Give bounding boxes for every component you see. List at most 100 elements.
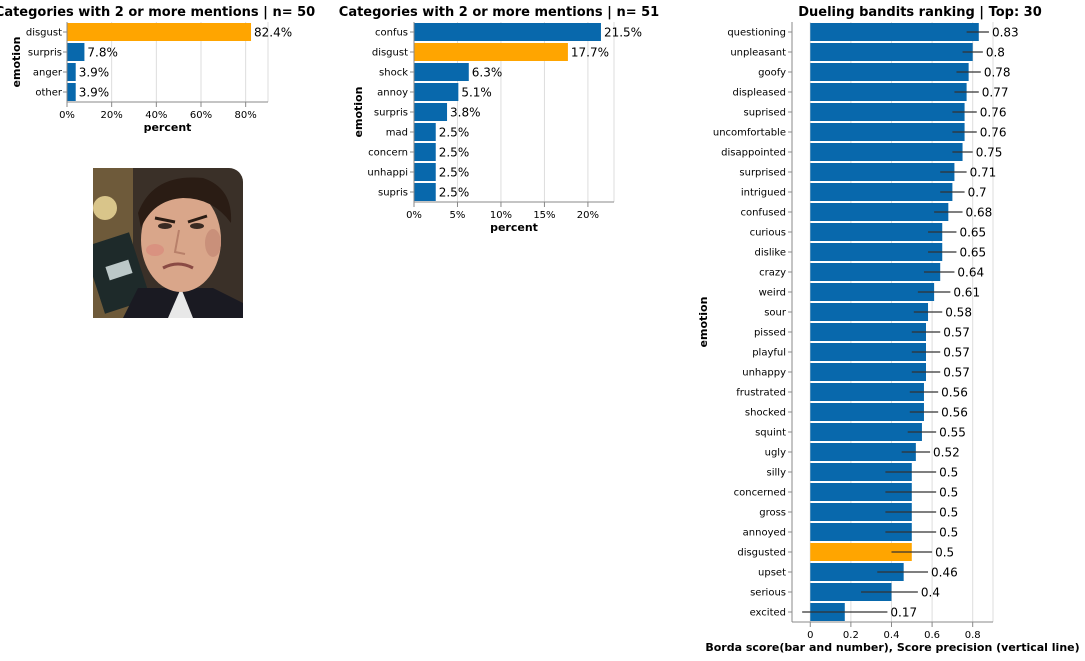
y-tick-label: squint [755, 428, 786, 439]
x-tick-label: 0% [406, 210, 422, 221]
y-tick-label: dislike [755, 248, 786, 259]
x-tick-label: 80% [235, 110, 257, 121]
bar-mad [414, 123, 436, 141]
bar-shock [414, 63, 469, 81]
y-tick-label: concern [368, 148, 408, 159]
x-tick-label: 0.8 [965, 630, 981, 641]
x-axis-title: percent [490, 221, 538, 234]
y-tick-label: unhappi [367, 168, 408, 179]
value-label: 0.56 [941, 386, 968, 400]
value-label: 0.8 [986, 46, 1005, 60]
value-label: 0.68 [966, 206, 993, 220]
y-tick-label: ugly [765, 448, 786, 459]
value-label: 0.5 [939, 506, 958, 520]
value-label: 0.57 [943, 366, 970, 380]
value-label: 0.55 [939, 426, 966, 440]
bar-shocked [810, 403, 924, 421]
bar-serious [810, 583, 892, 601]
x-tick-label: 0% [59, 110, 75, 121]
bar-surprised [810, 163, 955, 181]
x-axis-title: Borda score(bar and number), Score preci… [705, 641, 1079, 654]
y-tick-label: unpleasant [730, 48, 786, 59]
bar-pissed [810, 323, 926, 341]
y-tick-label: surprised [739, 168, 786, 179]
value-label: 0.76 [980, 126, 1007, 140]
bar-sour [810, 303, 929, 321]
chart-3: Dueling bandits ranking | Top: 30 0.83 0.8… [697, 5, 1080, 654]
bar-weird [810, 283, 935, 301]
x-axis-title: percent [144, 121, 192, 134]
y-tick-label: other [35, 88, 63, 99]
value-label: 0.76 [980, 106, 1007, 120]
value-label: 2.5% [439, 126, 470, 140]
value-label: 0.5 [935, 546, 954, 560]
value-label: 0.56 [941, 406, 968, 420]
value-label: 0.65 [959, 226, 986, 240]
value-label: 0.77 [982, 86, 1009, 100]
x-tick-label: 20% [101, 110, 123, 121]
y-tick-label: concerned [734, 488, 786, 499]
value-label: 5.1% [461, 86, 492, 100]
bar-playful [810, 343, 926, 361]
bar-intrigued [810, 183, 953, 201]
bar-frustrated [810, 383, 924, 401]
y-tick-label: playful [752, 348, 786, 359]
x-tick-label: 0.2 [843, 630, 859, 641]
y-tick-label: intrigued [741, 188, 786, 199]
y-tick-label: frustrated [736, 388, 786, 399]
x-tick-label: 5% [450, 210, 466, 221]
value-label: 0.75 [976, 146, 1003, 160]
y-tick-label: disgust [26, 28, 62, 39]
bar-unhappi [414, 163, 436, 181]
x-tick-label: 20% [577, 210, 599, 221]
value-label: 0.5 [939, 466, 958, 480]
value-label: 3.9% [79, 86, 110, 100]
chart-2: Categories with 2 or more mentions | n= … [339, 5, 659, 234]
bar-confused [810, 203, 949, 221]
value-label: 0.71 [970, 166, 997, 180]
y-tick-label: unhappy [742, 368, 786, 379]
value-label: 0.78 [984, 66, 1011, 80]
value-label: 17.7% [571, 46, 609, 60]
value-label: 0.5 [939, 486, 958, 500]
y-tick-label: annoy [377, 88, 408, 99]
y-tick-label: confused [740, 208, 786, 219]
bar-confus [414, 23, 601, 41]
bar-disgust [67, 23, 252, 41]
y-tick-label: excited [750, 608, 786, 619]
y-tick-label: gross [759, 508, 786, 519]
y-tick-label: disgust [372, 48, 408, 59]
bar-disappointed [810, 143, 963, 161]
value-label: 3.8% [450, 106, 481, 120]
y-tick-label: suprised [744, 108, 787, 119]
bar-disgust [414, 43, 568, 61]
y-tick-label: shocked [745, 408, 786, 419]
bar-squint [810, 423, 922, 441]
bar-questioning [810, 23, 979, 41]
value-label: 0.5 [939, 526, 958, 540]
y-tick-label: crazy [759, 268, 786, 279]
bar-other [67, 83, 76, 101]
x-tick-label: 0.4 [884, 630, 900, 641]
y-tick-label: sour [764, 308, 787, 319]
y-tick-label: questioning [727, 28, 786, 39]
value-label: 3.9% [79, 66, 110, 80]
y-tick-label: weird [759, 288, 786, 299]
bar-displeased [810, 83, 967, 101]
value-label: 0.58 [945, 306, 972, 320]
y-tick-label: surpris [374, 108, 408, 119]
value-label: 82.4% [254, 26, 292, 40]
x-tick-label: 0.6 [924, 630, 940, 641]
value-label: 0.83 [992, 26, 1019, 40]
value-label: 21.5% [604, 26, 642, 40]
bar-gross [810, 503, 912, 521]
bar-annoyed [810, 523, 912, 541]
bar-annoy [414, 83, 459, 101]
value-label: 0.65 [959, 246, 986, 260]
bar-upset [810, 563, 904, 581]
y-tick-label: supris [378, 188, 408, 199]
y-tick-label: pissed [754, 328, 786, 339]
value-label: 0.57 [943, 346, 970, 360]
y-tick-label: anger [33, 68, 63, 79]
